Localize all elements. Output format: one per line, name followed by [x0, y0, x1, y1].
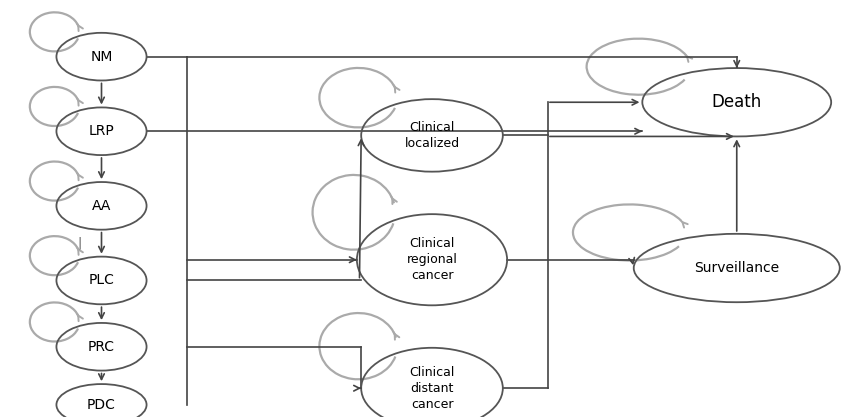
Text: PRC: PRC [88, 340, 115, 354]
Text: |: | [77, 236, 81, 249]
Text: Clinical
distant
cancer: Clinical distant cancer [410, 366, 454, 411]
Text: PLC: PLC [89, 273, 114, 287]
Text: Clinical
localized: Clinical localized [404, 121, 460, 150]
Text: Surveillance: Surveillance [694, 261, 779, 275]
Text: Death: Death [712, 93, 762, 111]
Text: NM: NM [91, 50, 112, 64]
Text: AA: AA [92, 199, 111, 213]
Text: PDC: PDC [87, 398, 116, 412]
Text: LRP: LRP [89, 124, 114, 138]
Text: Clinical
regional
cancer: Clinical regional cancer [407, 237, 457, 282]
